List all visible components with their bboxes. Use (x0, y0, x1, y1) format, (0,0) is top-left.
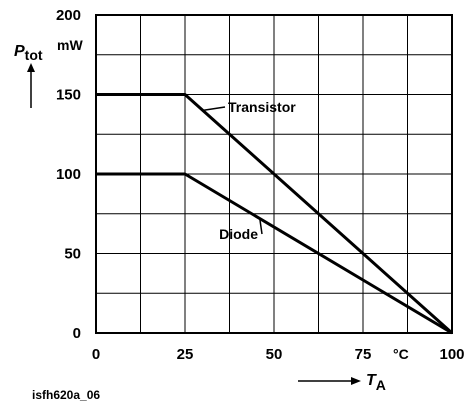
y-tick-label: 50 (64, 246, 81, 263)
figure-code: isfh620a_06 (32, 388, 100, 402)
tick-labels: 0 25 50 75 100 0 50 100 150 200 (56, 7, 465, 363)
y-tick-label: 100 (56, 166, 81, 183)
x-axis-arrow (298, 377, 361, 385)
y-axis-unit: mW (57, 37, 83, 53)
series-label-diode: Diode (219, 226, 258, 242)
y-axis-label: Ptot (14, 43, 43, 63)
y-tick-label: 200 (56, 7, 81, 24)
x-tick-label: 50 (266, 346, 283, 363)
y-tick-label: 0 (73, 325, 81, 342)
y-tick-label: 150 (56, 87, 81, 104)
grid (96, 15, 452, 333)
series-label-transistor: Transistor (228, 99, 296, 115)
x-axis-unit: °C (393, 346, 409, 362)
x-tick-label: 0 (92, 346, 100, 363)
x-tick-label: 100 (439, 346, 464, 363)
transistor-leader-line (202, 106, 226, 112)
diode-leader-line (259, 218, 263, 235)
x-axis-label: TA (366, 372, 386, 393)
series-line-diode (96, 172, 453, 335)
series-line-transistor (96, 93, 453, 335)
x-tick-label: 75 (355, 346, 372, 363)
x-tick-label: 25 (177, 346, 194, 363)
series-group: Transistor Diode (96, 93, 453, 335)
y-axis-arrow (27, 63, 35, 108)
